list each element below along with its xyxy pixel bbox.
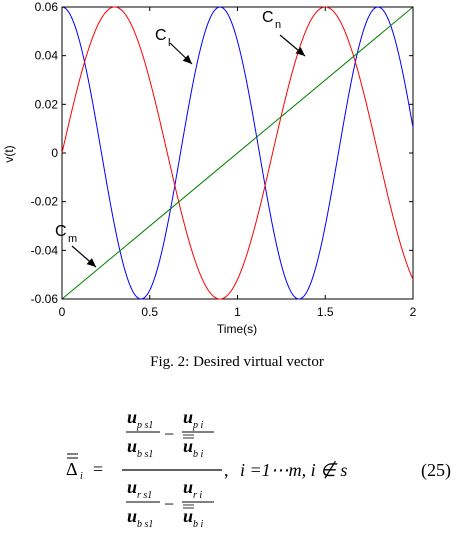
y-tick-label: -0.02 xyxy=(31,195,59,209)
annotation-label: C xyxy=(155,27,167,44)
series-line-c-n xyxy=(61,6,414,300)
lhs-delta: Δ xyxy=(66,459,78,479)
den2-a-sub: b s1 xyxy=(137,519,153,530)
equals-sign: = xyxy=(93,459,103,479)
x-tick-label: 2 xyxy=(410,305,417,319)
annotation-arrow-head xyxy=(182,54,192,64)
minus-sign-1: − xyxy=(164,424,174,444)
equation-number: (25) xyxy=(421,460,451,481)
equation-condition: i =1⋯m, i ∉ s xyxy=(240,460,347,480)
num-a-sub: p s1 xyxy=(136,420,153,431)
x-tick-label: 1 xyxy=(234,305,241,319)
comma: , xyxy=(224,460,229,480)
num-b: u xyxy=(183,407,193,427)
den-a: u xyxy=(127,436,137,456)
y-tick-label: -0.04 xyxy=(31,243,59,257)
x-tick-label: 1.5 xyxy=(317,305,334,319)
lhs-sub: i xyxy=(80,471,83,482)
annotation-arrow-head xyxy=(86,258,96,267)
y-tick-label: -0.06 xyxy=(31,292,59,306)
x-tick-label: 0.5 xyxy=(141,305,158,319)
num-b-sub: p i xyxy=(192,420,204,431)
annotation-label: C xyxy=(55,223,67,240)
num2-a-sub: r s1 xyxy=(137,490,152,501)
den-b: u xyxy=(183,436,193,456)
y-tick-label: 0 xyxy=(51,146,58,160)
annotation-arrow-head xyxy=(295,47,305,56)
num2-b: u xyxy=(183,477,193,497)
tick-layer: 0 0.5 1 1.5 2 0.06 0.04 0.02 0 -0.02 -0.04 -0.06 xyxy=(31,0,417,319)
y-tick-label: 0.06 xyxy=(35,0,59,14)
annotation-sub: m xyxy=(68,233,77,245)
y-tick-label: 0.04 xyxy=(35,49,59,63)
num2-b-sub: r i xyxy=(193,490,202,501)
num2-a: u xyxy=(127,477,137,497)
minus-sign-2: − xyxy=(164,494,174,514)
series-line-c-m xyxy=(61,6,414,300)
figure-caption: Fig. 2: Desired virtual vector xyxy=(150,354,324,370)
den-a-sub: b s1 xyxy=(137,449,153,460)
annotation-label: C xyxy=(262,9,274,26)
den2-b-sub: b i xyxy=(193,519,204,530)
annotation-sub: l xyxy=(168,37,170,49)
x-tick-label: 0 xyxy=(59,305,66,319)
y-tick-label: 0.02 xyxy=(35,97,59,111)
series-line-c-l xyxy=(61,6,414,300)
chart: 0 0.5 1 1.5 2 0.06 0.04 0.02 0 -0.02 -0.04 -0.06 Ti… xyxy=(2,0,417,336)
y-axis-label: v(t) xyxy=(2,145,16,162)
den2-b: u xyxy=(183,506,193,526)
equation-25: Δ i = u p s1 u b s1 − u p i u b i u r s1… xyxy=(66,407,451,530)
annotation-sub: n xyxy=(275,19,281,31)
den-b-sub: b i xyxy=(193,449,204,460)
den2-a: u xyxy=(127,506,137,526)
num-a: u xyxy=(127,407,137,427)
series-layer xyxy=(61,6,414,300)
x-axis-label: Time(s) xyxy=(217,322,257,336)
